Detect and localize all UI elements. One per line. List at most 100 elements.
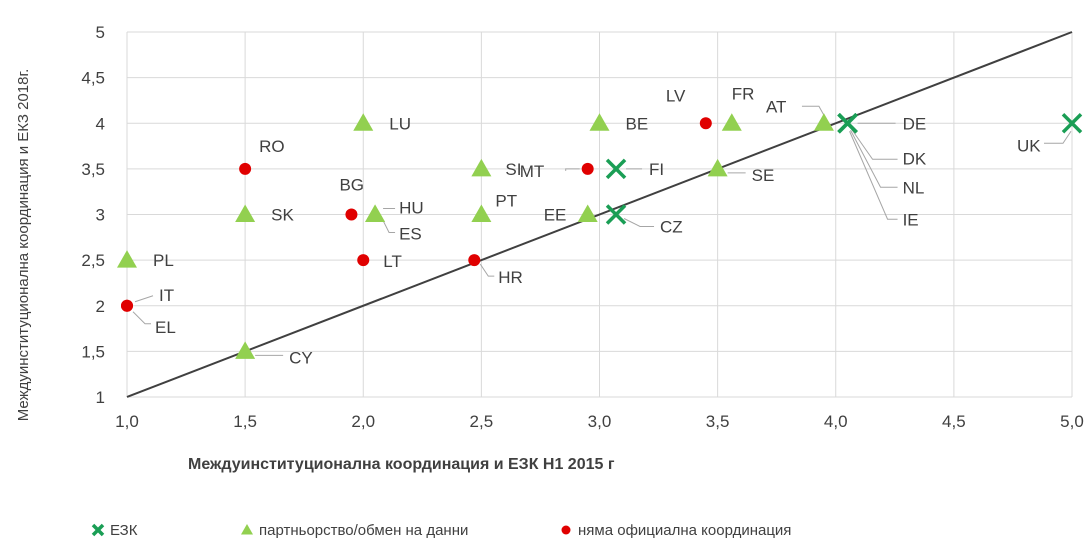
label-leader	[850, 130, 898, 188]
point-label: CY	[289, 348, 313, 367]
y-tick-label: 2,5	[81, 251, 105, 270]
point-label: BE	[626, 114, 649, 133]
data-point	[121, 299, 133, 312]
label-leader	[849, 131, 898, 220]
point-label: IE	[903, 210, 919, 229]
x-tick-label: 1,0	[115, 412, 139, 431]
point-label: FI	[649, 160, 664, 179]
x-axis-ticks: 1,0 1,5 2,0 2,5 3,0 3,5 4,0 4,5 5,0	[115, 412, 1084, 431]
label-leader	[479, 263, 495, 277]
point-label: LV	[666, 86, 686, 105]
y-tick-label: 4,5	[81, 69, 105, 88]
legend: ЕЗК партньорство/обмен на данни няма офици…	[91, 522, 791, 539]
data-point	[837, 113, 858, 134]
data-point	[357, 254, 370, 267]
point-label: DK	[903, 149, 927, 168]
x-tick-label: 3,0	[588, 412, 612, 431]
data-point	[365, 204, 386, 222]
point-label: BG	[339, 176, 364, 195]
point-label: EL	[155, 318, 176, 337]
data-point	[721, 113, 742, 131]
x-tick-label: 2,5	[470, 412, 494, 431]
data-point	[353, 113, 374, 131]
data-point	[91, 523, 105, 537]
point-label: SI	[505, 160, 521, 179]
data-point	[471, 158, 492, 177]
point-labels: UK DE DK NL IE FI CZ PL SK CY LU HU ES SI PT EE BE FR SE AT…	[153, 84, 1041, 367]
point-label: DE	[903, 114, 927, 133]
y-tick-label: 3	[96, 206, 105, 225]
legend-item: ЕЗК	[91, 522, 138, 539]
data-point	[581, 162, 594, 175]
label-leader	[132, 311, 151, 325]
point-label: HU	[399, 199, 424, 218]
data-point	[561, 525, 571, 535]
y-tick-label: 4	[96, 114, 105, 133]
point-label: HR	[498, 268, 523, 287]
point-label: ES	[399, 225, 422, 244]
data-point	[239, 162, 252, 175]
legend-label: партньорство/обмен на данни	[259, 522, 468, 539]
point-label: SE	[752, 166, 775, 185]
data-point	[468, 254, 481, 267]
point-label: EE	[544, 206, 567, 225]
data-point	[471, 204, 492, 222]
data-point	[707, 158, 728, 177]
legend-item: няма официална координация	[561, 522, 791, 539]
data-point	[345, 208, 358, 221]
data-points	[117, 113, 1083, 359]
y-axis-ticks: 1 1,5 2 2,5 3 3,5 4 4,5 5	[81, 23, 105, 407]
y-tick-label: 1,5	[81, 342, 105, 361]
data-point	[699, 117, 712, 130]
data-point	[241, 524, 253, 535]
label-leader	[382, 220, 396, 233]
x-axis-title: Междуинституционална координация и ЕЗК Н…	[188, 456, 615, 473]
point-label: RO	[259, 137, 285, 156]
data-point	[589, 113, 610, 131]
point-label: PT	[495, 192, 517, 211]
point-label: AT	[766, 97, 786, 116]
x-tick-label: 2,0	[351, 412, 375, 431]
reference-line	[126, 31, 1073, 398]
data-point	[1061, 113, 1083, 134]
y-axis-title: Междуинституционална координация и ЕКЗ 2…	[15, 69, 32, 422]
y-tick-label: 3,5	[81, 160, 105, 179]
y-tick-label: 2	[96, 297, 105, 316]
point-label: LT	[383, 252, 402, 271]
point-label: UK	[1017, 136, 1041, 155]
y-tick-label: 5	[96, 23, 105, 42]
label-leader	[1044, 130, 1072, 144]
data-point	[235, 204, 256, 222]
point-label: LU	[389, 114, 411, 133]
point-label: NL	[903, 178, 925, 197]
x-tick-label: 5,0	[1060, 412, 1084, 431]
x-tick-label: 3,5	[706, 412, 730, 431]
x-tick-label: 4,5	[942, 412, 966, 431]
point-label: MT	[520, 162, 545, 181]
point-label: CZ	[660, 218, 683, 237]
label-leader	[801, 105, 825, 116]
legend-label: няма официална координация	[578, 522, 791, 539]
data-point	[605, 204, 627, 225]
label-leader	[565, 168, 580, 171]
label-leader	[623, 218, 655, 227]
point-label: PL	[153, 251, 174, 270]
x-tick-label: 4,0	[824, 412, 848, 431]
point-label: IT	[159, 286, 174, 305]
legend-label: ЕЗК	[110, 522, 138, 539]
point-label: FR	[732, 84, 755, 103]
x-tick-label: 1,5	[233, 412, 257, 431]
data-point	[117, 250, 137, 268]
diagonal-line	[126, 31, 1073, 398]
data-point	[813, 113, 834, 131]
label-leader-lines	[132, 105, 1072, 356]
label-leader	[851, 128, 898, 160]
point-label: SK	[271, 206, 294, 225]
data-point	[235, 341, 256, 359]
legend-item: партньорство/обмен на данни	[241, 522, 468, 539]
label-leader	[134, 295, 154, 303]
data-point	[577, 204, 598, 222]
y-tick-label: 1	[96, 388, 105, 407]
data-point	[605, 158, 627, 180]
